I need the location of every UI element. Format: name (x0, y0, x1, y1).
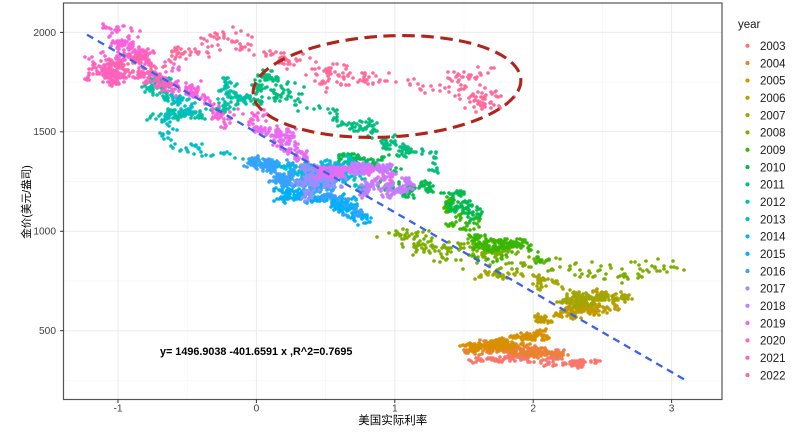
svg-text:2015: 2015 (760, 249, 786, 261)
svg-text:year: year (738, 19, 761, 31)
svg-text:2009: 2009 (760, 145, 786, 157)
svg-text:2018: 2018 (760, 301, 786, 313)
svg-text:-1: -1 (113, 404, 122, 415)
svg-text:2: 2 (530, 404, 536, 415)
svg-text:2017: 2017 (760, 284, 786, 296)
svg-text:2021: 2021 (760, 353, 786, 365)
svg-text:500: 500 (39, 326, 56, 337)
svg-text:2013: 2013 (760, 214, 786, 226)
svg-text:2019: 2019 (760, 318, 786, 330)
svg-text:3: 3 (669, 404, 675, 415)
svg-text:2000: 2000 (33, 28, 56, 39)
svg-text:2003: 2003 (760, 41, 786, 53)
svg-text:2014: 2014 (760, 232, 786, 244)
svg-text:2010: 2010 (760, 162, 786, 174)
svg-text:2016: 2016 (760, 266, 786, 278)
svg-text:2005: 2005 (760, 76, 786, 88)
svg-text:2020: 2020 (760, 336, 786, 348)
svg-text:y= 1496.9038 -401.6591 x ,R^2=: y= 1496.9038 -401.6591 x ,R^2=0.7695 (160, 346, 352, 358)
svg-text:金价(美元/盎司): 金价(美元/盎司) (20, 165, 33, 239)
svg-text:2007: 2007 (760, 110, 786, 122)
svg-text:1500: 1500 (33, 127, 56, 138)
svg-text:2008: 2008 (760, 128, 786, 140)
svg-text:0: 0 (254, 404, 260, 415)
svg-text:2004: 2004 (760, 58, 786, 70)
svg-text:2011: 2011 (760, 180, 785, 192)
svg-text:2022: 2022 (760, 370, 786, 382)
svg-text:2006: 2006 (760, 93, 786, 105)
svg-text:2012: 2012 (760, 197, 786, 209)
svg-text:1000: 1000 (33, 227, 56, 238)
svg-text:美国实际利率: 美国实际利率 (358, 413, 427, 427)
svg-text:1: 1 (392, 404, 398, 415)
